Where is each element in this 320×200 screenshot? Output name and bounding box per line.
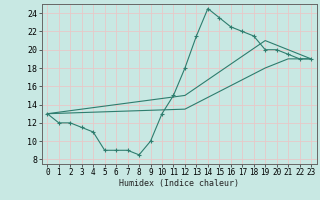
X-axis label: Humidex (Indice chaleur): Humidex (Indice chaleur)	[119, 179, 239, 188]
